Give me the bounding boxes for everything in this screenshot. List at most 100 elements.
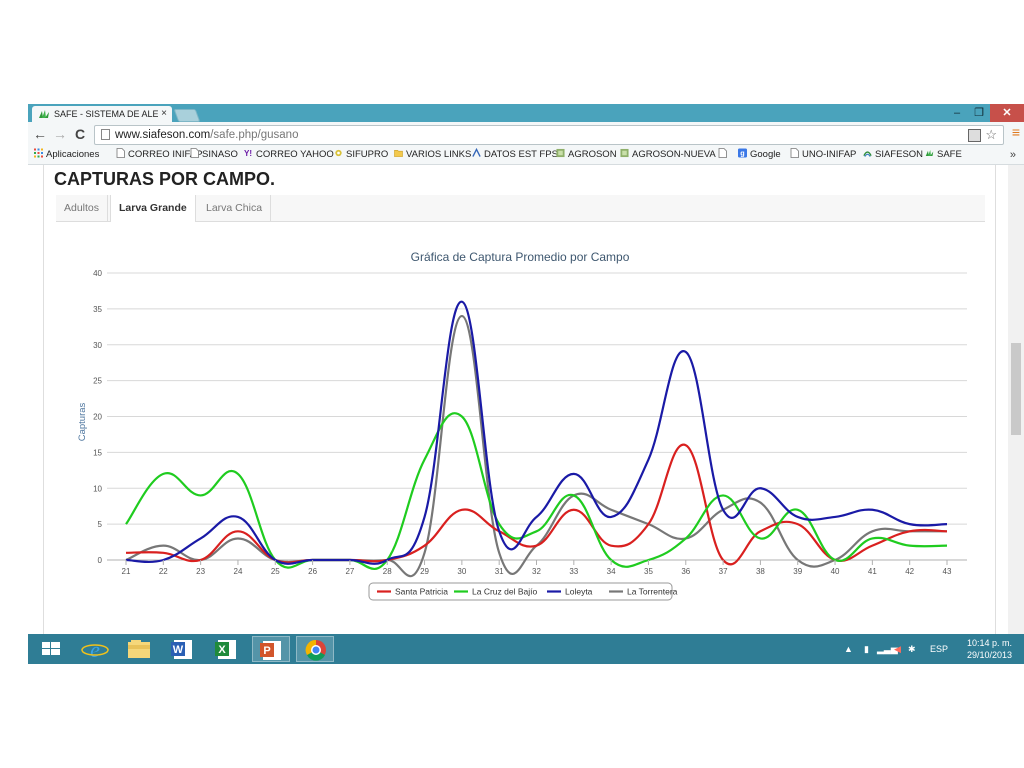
tab-close-icon[interactable]: × xyxy=(161,108,167,119)
svg-text:e: e xyxy=(90,637,100,662)
bookmark-item[interactable]: VARIOS LINKS xyxy=(394,146,471,164)
safe-leaf-icon xyxy=(39,110,49,118)
bookmark-label: SIAFESON xyxy=(875,149,924,160)
restore-button[interactable]: ❐ xyxy=(974,107,984,119)
chart-icon xyxy=(472,148,484,160)
bookmark-item[interactable]: UNO-INIFAP xyxy=(790,146,856,164)
y-tick-label: 25 xyxy=(93,377,102,386)
scrollbar-thumb[interactable] xyxy=(1011,343,1021,435)
series-line xyxy=(125,300,948,565)
y-tick-label: 35 xyxy=(93,305,102,314)
bookmark-label: SINASO xyxy=(202,149,238,160)
bookmark-item[interactable]: SIFUPRO xyxy=(334,146,388,164)
y-tick-label: 40 xyxy=(93,269,102,278)
x-tick-label: 28 xyxy=(383,567,392,576)
x-tick-label: 34 xyxy=(607,567,616,576)
sifupro-icon xyxy=(334,149,346,160)
powerpoint-icon[interactable]: P xyxy=(252,636,290,662)
x-tick-label: 37 xyxy=(719,567,728,576)
x-tick-label: 22 xyxy=(159,567,168,576)
bookmark-item[interactable]: CORREO INIFAP xyxy=(116,146,202,164)
bookmark-item[interactable] xyxy=(718,146,730,164)
series-line xyxy=(125,412,948,570)
x-tick-label: 26 xyxy=(308,567,317,576)
x-tick-label: 38 xyxy=(756,567,765,576)
bookmarks-more-button[interactable]: » xyxy=(1009,149,1016,161)
excel-icon[interactable]: X xyxy=(208,636,246,662)
tab-adultos[interactable]: Adultos xyxy=(56,195,109,221)
tab-larva-grande[interactable]: Larva Grande xyxy=(110,195,196,222)
x-tick-label: 39 xyxy=(793,567,802,576)
bookmark-item[interactable]: Y! CORREO YAHOO xyxy=(244,146,334,164)
bookmark-item[interactable]: g Google xyxy=(738,146,781,164)
bookmark-item[interactable]: SIAFESON xyxy=(863,146,923,164)
x-tick-label: 32 xyxy=(532,567,541,576)
svg-text:P: P xyxy=(263,645,270,657)
reload-button[interactable]: C xyxy=(74,126,86,142)
page-icon xyxy=(790,148,802,160)
x-tick-label: 35 xyxy=(644,567,653,576)
new-tab-button[interactable] xyxy=(173,109,201,122)
chart-legend xyxy=(368,582,673,601)
siafeson-icon xyxy=(863,149,875,160)
x-tick-label: 21 xyxy=(122,567,131,576)
google-icon: g xyxy=(738,148,750,160)
x-tick-label: 41 xyxy=(868,567,877,576)
back-button[interactable]: ← xyxy=(33,126,47,142)
page-icon xyxy=(190,148,202,160)
bookmark-label: Google xyxy=(750,149,781,160)
clock-time: 10:14 p. m. xyxy=(966,638,1012,648)
bookmark-label: SIFUPRO xyxy=(346,149,389,160)
page-content: CAPTURAS POR CAMPO. Adultos Larva Grande… xyxy=(28,165,1024,634)
chrome-icon[interactable] xyxy=(296,636,334,662)
tab-larva-chica[interactable]: Larva Chica xyxy=(198,195,272,221)
legend-label: La Cruz del Bajío xyxy=(472,587,537,597)
x-tick-label: 27 xyxy=(345,567,354,576)
language-indicator[interactable]: ESP xyxy=(930,644,949,654)
line-chart: Gráfica de Captura Promedio por Campo Ca… xyxy=(77,250,967,601)
battery-icon[interactable]: ▮ xyxy=(864,644,869,654)
bookmark-label: AGROSON-NUEVA xyxy=(632,149,716,160)
y-tick-label: 20 xyxy=(93,413,102,422)
close-window-button[interactable]: ✕ xyxy=(990,104,1024,122)
bookmark-label: VARIOS LINKS xyxy=(406,149,472,160)
page-title: CAPTURAS POR CAMPO. xyxy=(54,169,276,189)
bookmark-item[interactable]: SAFE xyxy=(925,146,962,164)
content-border xyxy=(995,165,996,634)
bookmark-item[interactable]: Aplicaciones xyxy=(34,146,99,164)
y-tick-label: 15 xyxy=(93,448,102,457)
chart-title: Gráfica de Captura Promedio por Campo xyxy=(411,250,630,264)
bookmark-label: UNO-INIFAP xyxy=(802,149,857,160)
vertical-scrollbar[interactable] xyxy=(1008,165,1024,634)
browser-toolbar: ← → C www.siafeson.com/safe.php/gusano ☆… xyxy=(28,122,1024,146)
bookmark-item[interactable]: DATOS EST FPS xyxy=(472,146,558,164)
x-tick-label: 42 xyxy=(905,567,914,576)
forward-button[interactable]: → xyxy=(53,126,67,142)
legend-label: La Torrentera xyxy=(627,587,678,597)
minimize-button[interactable]: – xyxy=(953,107,961,119)
tab-title: SAFE - SISTEMA DE ALERT xyxy=(54,109,158,119)
extension-icon[interactable] xyxy=(968,129,981,142)
windows-start-icon[interactable] xyxy=(32,636,70,662)
clock[interactable]: 10:14 p. m. 29/10/2013 xyxy=(967,637,1012,661)
star-bookmark-icon[interactable]: ☆ xyxy=(985,127,997,142)
safe-icon xyxy=(925,149,937,160)
y-tick-label: 5 xyxy=(98,520,103,529)
bookmark-item[interactable]: AGROSON-NUEVA xyxy=(620,146,716,164)
internet-explorer-icon[interactable]: e xyxy=(76,636,114,662)
y-tick-label: 0 xyxy=(98,556,103,565)
browser-tab[interactable]: SAFE - SISTEMA DE ALERT × xyxy=(32,106,172,122)
volume-muted-icon[interactable]: ◀ xyxy=(894,644,901,654)
bookmark-item[interactable]: AGROSON xyxy=(556,146,617,164)
x-tick-label: 29 xyxy=(420,567,429,576)
address-bar[interactable]: www.siafeson.com/safe.php/gusano ☆ xyxy=(94,125,1004,145)
show-hidden-icons-icon[interactable]: ▲ xyxy=(844,644,853,654)
x-tick-label: 36 xyxy=(681,567,690,576)
chrome-menu-icon[interactable]: ≡ xyxy=(1011,124,1020,140)
x-tick-label: 40 xyxy=(831,567,840,576)
file-explorer-icon[interactable] xyxy=(120,636,158,662)
sync-icon[interactable]: ✱ xyxy=(908,644,916,654)
signal-icon[interactable]: ▂▃▅ xyxy=(877,644,898,654)
bookmark-item[interactable]: SINASO xyxy=(190,146,238,164)
word-icon[interactable]: W xyxy=(164,636,202,662)
